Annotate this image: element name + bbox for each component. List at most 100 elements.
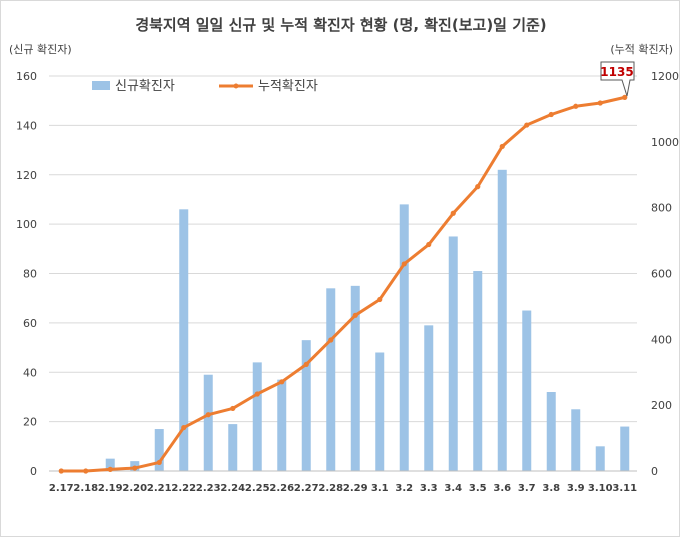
- bar-2.19: [105, 458, 115, 471]
- line-point-2.26: [279, 379, 285, 385]
- x-tick-label: 2.18: [73, 483, 98, 494]
- x-tick-label: 3.2: [395, 483, 413, 494]
- chart-title: 경북지역 일일 신규 및 누적 확진자 현황 (명, 확진(보고)일 기준): [135, 16, 546, 34]
- x-tick-label: 3.4: [444, 483, 462, 494]
- x-tick-label: 3.3: [420, 483, 438, 494]
- left-tick-label: 40: [23, 366, 37, 379]
- bar-3.1: [375, 352, 385, 471]
- bar-3.7: [522, 310, 532, 471]
- x-tick-label: 3.1: [371, 483, 389, 494]
- line-point-3.3: [426, 241, 432, 248]
- bar-3.3: [424, 325, 434, 471]
- left-tick-label: 120: [16, 169, 37, 182]
- bar-3.4: [448, 236, 458, 471]
- bar-2.28: [326, 288, 336, 471]
- right-axis-ticks: 0 200 400 600 800 1000 1200: [651, 70, 679, 478]
- line-point-2.23: [205, 412, 211, 418]
- line-series: [58, 94, 628, 474]
- x-tick-label: 2.19: [98, 483, 123, 494]
- bar-2.21: [154, 429, 164, 471]
- bar-2.25: [252, 362, 262, 471]
- x-tick-label: 3.6: [493, 483, 511, 494]
- legend-line-label: 누적확진자: [258, 79, 318, 94]
- line-point-2.19: [107, 466, 113, 472]
- line-point-3.2: [401, 261, 407, 267]
- line-point-2.17: [58, 468, 64, 474]
- line-point-2.21: [156, 459, 162, 466]
- bar-3.9: [571, 409, 581, 471]
- line-point-3.11: [622, 94, 628, 100]
- line-point-2.28: [328, 337, 334, 343]
- left-axis-ticks: 0 20 40 60 80 100 120 140 160: [16, 70, 37, 478]
- cumulative-line: [61, 95, 626, 473]
- bar-2.24: [228, 424, 238, 471]
- bar-3.2: [399, 204, 409, 471]
- x-tick-label: 2.17: [49, 483, 74, 494]
- x-tick-label: 3.8: [542, 483, 560, 494]
- bar-2.26: [277, 379, 287, 471]
- legend-line-marker: [233, 83, 239, 89]
- left-tick-label: 60: [23, 317, 37, 330]
- x-tick-label: 2.21: [147, 483, 172, 494]
- left-tick-label: 140: [16, 119, 37, 132]
- bars-series: [105, 169, 630, 471]
- line-point-2.29: [352, 312, 358, 318]
- x-axis-ticks: 2.17 2.18 2.19 2.20 2.21 2.22 2.23 2.24 2.25 2.26…: [49, 483, 637, 494]
- callout-value: 1135: [600, 65, 633, 79]
- x-tick-label: 2.23: [196, 483, 221, 494]
- x-tick-label: 3.9: [567, 483, 585, 494]
- line-point-3.8: [548, 111, 554, 118]
- bar-3.10: [595, 446, 605, 471]
- right-tick-label: 1000: [651, 136, 679, 149]
- left-tick-label: 100: [16, 218, 37, 231]
- line-point-3.5: [475, 184, 481, 190]
- right-tick-label: 800: [651, 202, 672, 215]
- callout-box: 1135: [600, 61, 635, 97]
- line-point-2.27: [303, 361, 309, 367]
- left-tick-label: 160: [16, 70, 37, 83]
- bar-2.27: [301, 340, 311, 471]
- left-axis-label: (신규 확진자): [9, 43, 72, 56]
- right-tick-label: 600: [651, 268, 672, 281]
- callout-outline: [600, 61, 635, 97]
- line-point-2.25: [254, 391, 260, 397]
- x-tick-label: 2.28: [318, 483, 343, 494]
- line-point-2.20: [132, 465, 138, 471]
- bar-3.6: [497, 169, 507, 471]
- line-point-2.18: [83, 468, 89, 474]
- x-tick-label: 3.7: [518, 483, 536, 494]
- left-tick-label: 80: [23, 268, 37, 281]
- x-tick-label: 2.29: [343, 483, 368, 494]
- right-axis-label: (누적 확진자): [610, 43, 673, 56]
- line-point-3.9: [573, 103, 579, 109]
- x-tick-label: 3.10: [588, 483, 613, 494]
- x-tick-label: 3.5: [469, 483, 487, 494]
- x-tick-label: 2.24: [220, 483, 245, 494]
- line-point-2.24: [230, 405, 236, 412]
- legend-bar-label: 신규확진자: [115, 79, 175, 94]
- line-point-3.4: [450, 210, 456, 216]
- line-point-3.1: [377, 296, 383, 303]
- bar-2.23: [203, 374, 213, 471]
- x-tick-label: 3.11: [612, 483, 637, 494]
- right-tick-label: 1200: [651, 70, 679, 83]
- right-tick-label: 200: [651, 399, 672, 412]
- right-tick-label: 0: [651, 465, 658, 478]
- line-point-2.22: [181, 424, 187, 431]
- x-tick-label: 2.26: [269, 483, 294, 494]
- x-tick-label: 2.27: [294, 483, 319, 494]
- legend-bar-swatch: [92, 81, 110, 90]
- bar-3.8: [546, 392, 556, 471]
- bar-3.11: [620, 426, 630, 471]
- line-point-3.6: [499, 143, 505, 150]
- left-tick-label: 20: [23, 416, 37, 429]
- x-tick-label: 2.20: [122, 483, 147, 494]
- gridlines: [49, 75, 637, 423]
- bar-2.22: [179, 209, 189, 471]
- x-tick-label: 2.25: [245, 483, 270, 494]
- legend: 신규확진자 누적확진자: [92, 79, 318, 94]
- right-tick-label: 400: [651, 333, 672, 346]
- line-point-3.7: [524, 122, 530, 128]
